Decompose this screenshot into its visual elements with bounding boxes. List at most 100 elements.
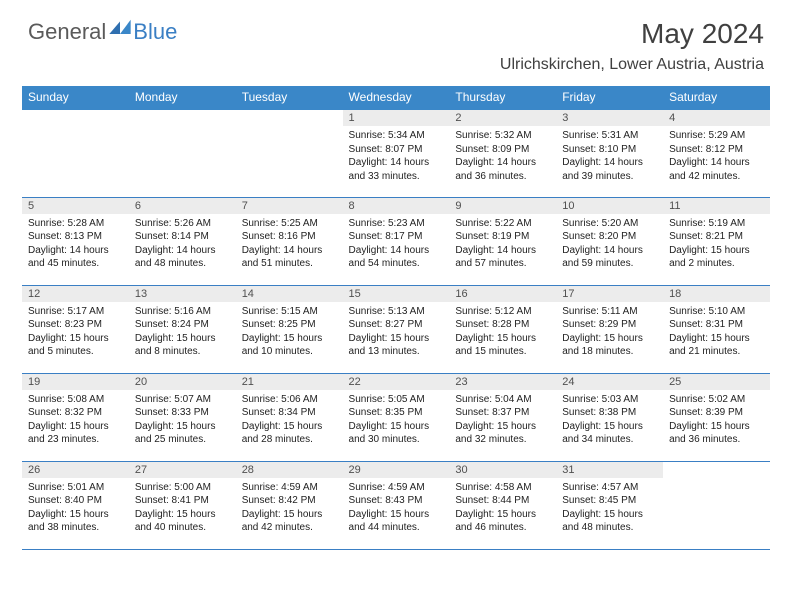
day-number: 9 [449, 198, 556, 214]
logo: General Blue [28, 18, 177, 45]
day-number: 4 [663, 110, 770, 126]
day-cell-9: 9Sunrise: 5:22 AMSunset: 8:19 PMDaylight… [449, 197, 556, 285]
day-details: Sunrise: 5:04 AMSunset: 8:37 PMDaylight:… [449, 390, 556, 450]
calendar-row: 5Sunrise: 5:28 AMSunset: 8:13 PMDaylight… [22, 197, 770, 285]
day-cell-29: 29Sunrise: 4:59 AMSunset: 8:43 PMDayligh… [343, 461, 450, 549]
day-header-tuesday: Tuesday [236, 86, 343, 109]
day-details: Sunrise: 5:25 AMSunset: 8:16 PMDaylight:… [236, 214, 343, 274]
day-number: 11 [663, 198, 770, 214]
day-details: Sunrise: 5:01 AMSunset: 8:40 PMDaylight:… [22, 478, 129, 538]
day-cell-30: 30Sunrise: 4:58 AMSunset: 8:44 PMDayligh… [449, 461, 556, 549]
day-cell-16: 16Sunrise: 5:12 AMSunset: 8:28 PMDayligh… [449, 285, 556, 373]
day-number: 30 [449, 462, 556, 478]
day-cell-26: 26Sunrise: 5:01 AMSunset: 8:40 PMDayligh… [22, 461, 129, 549]
day-number: 12 [22, 286, 129, 302]
day-header-friday: Friday [556, 86, 663, 109]
day-number: 14 [236, 286, 343, 302]
day-details: Sunrise: 5:07 AMSunset: 8:33 PMDaylight:… [129, 390, 236, 450]
day-number: 29 [343, 462, 450, 478]
day-details: Sunrise: 5:06 AMSunset: 8:34 PMDaylight:… [236, 390, 343, 450]
day-details: Sunrise: 4:59 AMSunset: 8:43 PMDaylight:… [343, 478, 450, 538]
day-cell-11: 11Sunrise: 5:19 AMSunset: 8:21 PMDayligh… [663, 197, 770, 285]
day-cell-31: 31Sunrise: 4:57 AMSunset: 8:45 PMDayligh… [556, 461, 663, 549]
day-cell-8: 8Sunrise: 5:23 AMSunset: 8:17 PMDaylight… [343, 197, 450, 285]
day-details: Sunrise: 5:15 AMSunset: 8:25 PMDaylight:… [236, 302, 343, 362]
day-details: Sunrise: 5:23 AMSunset: 8:17 PMDaylight:… [343, 214, 450, 274]
day-cell-27: 27Sunrise: 5:00 AMSunset: 8:41 PMDayligh… [129, 461, 236, 549]
day-number: 27 [129, 462, 236, 478]
day-details: Sunrise: 5:20 AMSunset: 8:20 PMDaylight:… [556, 214, 663, 274]
day-details: Sunrise: 5:03 AMSunset: 8:38 PMDaylight:… [556, 390, 663, 450]
day-number: 10 [556, 198, 663, 214]
title-block: May 2024 Ulrichskirchen, Lower Austria, … [500, 18, 764, 76]
day-number: 24 [556, 374, 663, 390]
empty-cell [22, 109, 129, 197]
logo-text-blue: Blue [133, 19, 177, 45]
day-header-thursday: Thursday [449, 86, 556, 109]
day-details: Sunrise: 5:29 AMSunset: 8:12 PMDaylight:… [663, 126, 770, 186]
empty-cell [129, 109, 236, 197]
day-number: 1 [343, 110, 450, 126]
day-cell-23: 23Sunrise: 5:04 AMSunset: 8:37 PMDayligh… [449, 373, 556, 461]
day-number: 25 [663, 374, 770, 390]
header: General Blue May 2024 Ulrichskirchen, Lo… [0, 0, 792, 80]
day-cell-15: 15Sunrise: 5:13 AMSunset: 8:27 PMDayligh… [343, 285, 450, 373]
calendar-body: 1Sunrise: 5:34 AMSunset: 8:07 PMDaylight… [22, 109, 770, 549]
calendar-row: 19Sunrise: 5:08 AMSunset: 8:32 PMDayligh… [22, 373, 770, 461]
day-number: 13 [129, 286, 236, 302]
day-cell-21: 21Sunrise: 5:06 AMSunset: 8:34 PMDayligh… [236, 373, 343, 461]
day-details: Sunrise: 5:13 AMSunset: 8:27 PMDaylight:… [343, 302, 450, 362]
day-number: 20 [129, 374, 236, 390]
day-cell-24: 24Sunrise: 5:03 AMSunset: 8:38 PMDayligh… [556, 373, 663, 461]
day-header-monday: Monday [129, 86, 236, 109]
day-cell-14: 14Sunrise: 5:15 AMSunset: 8:25 PMDayligh… [236, 285, 343, 373]
day-details: Sunrise: 5:00 AMSunset: 8:41 PMDaylight:… [129, 478, 236, 538]
day-details: Sunrise: 5:02 AMSunset: 8:39 PMDaylight:… [663, 390, 770, 450]
day-cell-13: 13Sunrise: 5:16 AMSunset: 8:24 PMDayligh… [129, 285, 236, 373]
day-cell-4: 4Sunrise: 5:29 AMSunset: 8:12 PMDaylight… [663, 109, 770, 197]
day-cell-3: 3Sunrise: 5:31 AMSunset: 8:10 PMDaylight… [556, 109, 663, 197]
month-year: May 2024 [500, 18, 764, 50]
day-number: 7 [236, 198, 343, 214]
day-number: 6 [129, 198, 236, 214]
day-cell-20: 20Sunrise: 5:07 AMSunset: 8:33 PMDayligh… [129, 373, 236, 461]
day-number: 19 [22, 374, 129, 390]
day-details: Sunrise: 5:28 AMSunset: 8:13 PMDaylight:… [22, 214, 129, 274]
day-cell-17: 17Sunrise: 5:11 AMSunset: 8:29 PMDayligh… [556, 285, 663, 373]
day-details: Sunrise: 5:17 AMSunset: 8:23 PMDaylight:… [22, 302, 129, 362]
empty-cell [663, 461, 770, 549]
day-cell-19: 19Sunrise: 5:08 AMSunset: 8:32 PMDayligh… [22, 373, 129, 461]
day-number: 15 [343, 286, 450, 302]
day-details: Sunrise: 5:08 AMSunset: 8:32 PMDaylight:… [22, 390, 129, 450]
day-details: Sunrise: 4:58 AMSunset: 8:44 PMDaylight:… [449, 478, 556, 538]
location: Ulrichskirchen, Lower Austria, Austria [500, 56, 764, 74]
calendar-row: 26Sunrise: 5:01 AMSunset: 8:40 PMDayligh… [22, 461, 770, 549]
empty-cell [236, 109, 343, 197]
day-details: Sunrise: 5:11 AMSunset: 8:29 PMDaylight:… [556, 302, 663, 362]
day-number: 31 [556, 462, 663, 478]
day-details: Sunrise: 5:31 AMSunset: 8:10 PMDaylight:… [556, 126, 663, 186]
calendar-row: 1Sunrise: 5:34 AMSunset: 8:07 PMDaylight… [22, 109, 770, 197]
day-number: 23 [449, 374, 556, 390]
day-number: 17 [556, 286, 663, 302]
day-details: Sunrise: 5:32 AMSunset: 8:09 PMDaylight:… [449, 126, 556, 186]
day-number: 21 [236, 374, 343, 390]
day-header-saturday: Saturday [663, 86, 770, 109]
day-cell-22: 22Sunrise: 5:05 AMSunset: 8:35 PMDayligh… [343, 373, 450, 461]
calendar-table: SundayMondayTuesdayWednesdayThursdayFrid… [22, 86, 770, 550]
day-cell-28: 28Sunrise: 4:59 AMSunset: 8:42 PMDayligh… [236, 461, 343, 549]
day-details: Sunrise: 5:19 AMSunset: 8:21 PMDaylight:… [663, 214, 770, 274]
day-cell-7: 7Sunrise: 5:25 AMSunset: 8:16 PMDaylight… [236, 197, 343, 285]
day-number: 18 [663, 286, 770, 302]
day-cell-2: 2Sunrise: 5:32 AMSunset: 8:09 PMDaylight… [449, 109, 556, 197]
day-number: 16 [449, 286, 556, 302]
day-number: 5 [22, 198, 129, 214]
day-cell-1: 1Sunrise: 5:34 AMSunset: 8:07 PMDaylight… [343, 109, 450, 197]
day-number: 8 [343, 198, 450, 214]
logo-text-general: General [28, 19, 106, 45]
day-details: Sunrise: 5:16 AMSunset: 8:24 PMDaylight:… [129, 302, 236, 362]
logo-icon [108, 18, 131, 45]
day-number: 22 [343, 374, 450, 390]
day-details: Sunrise: 5:22 AMSunset: 8:19 PMDaylight:… [449, 214, 556, 274]
day-number: 26 [22, 462, 129, 478]
